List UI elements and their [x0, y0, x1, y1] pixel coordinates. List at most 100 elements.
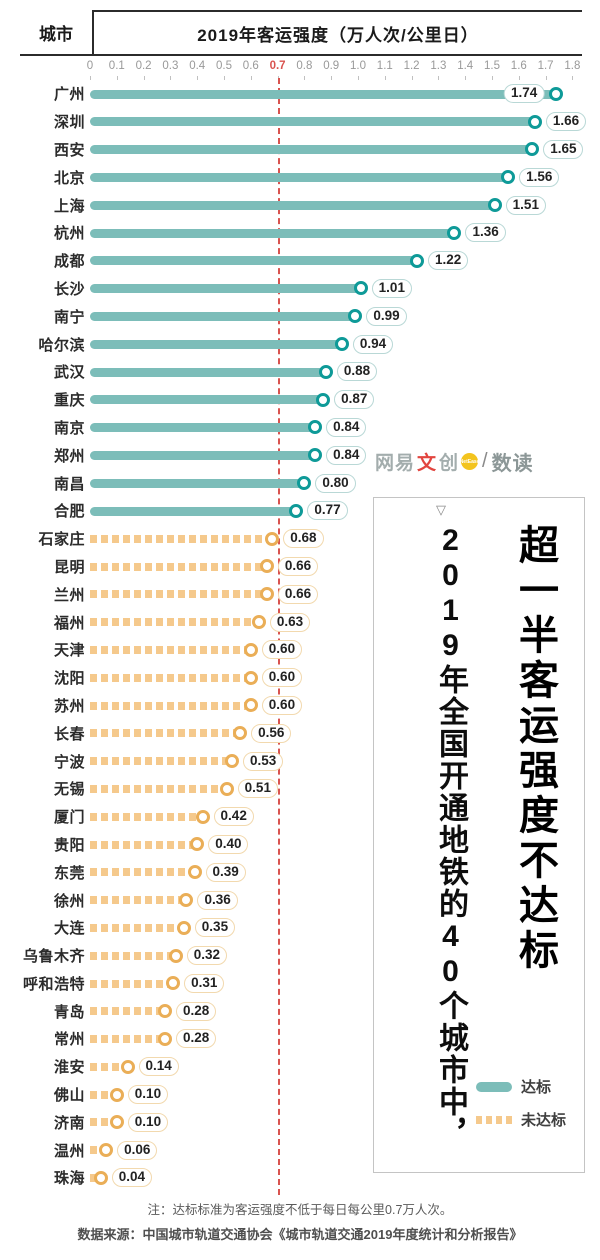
- city-label: 南京: [53, 419, 85, 437]
- watermark-brand-suffix: 创: [439, 453, 460, 474]
- bar-end-ring-icon: [109, 1115, 124, 1130]
- value-badge: 0.80: [315, 473, 356, 493]
- value-badge: 0.60: [261, 695, 303, 715]
- bar-end-ring-icon: [251, 615, 266, 630]
- city-row: 无锡 0.51: [0, 775, 600, 803]
- value-badge: 0.04: [111, 1168, 152, 1188]
- city-row: 上海 1.51: [0, 191, 600, 219]
- axis-tick-label: 1.1: [376, 60, 393, 72]
- city-row: 淮安 0.14: [0, 1053, 600, 1081]
- panel-headline: 超一半客运强度不达标: [513, 524, 557, 974]
- city-row: 西安 1.65: [0, 136, 600, 164]
- city-row: 深圳 1.66: [0, 108, 600, 136]
- bar-end-ring-icon: [99, 1143, 114, 1158]
- axis-tick-mark: [197, 76, 199, 80]
- city-label: 徐州: [53, 892, 85, 910]
- bar-end-ring-icon: [308, 420, 323, 435]
- value-badge: 0.60: [261, 640, 303, 660]
- axis-tick-label: 1.6: [510, 60, 527, 72]
- panel-subline: 2019年全国开通地铁的40个城市中，: [434, 524, 467, 1150]
- city-label: 成都: [53, 253, 85, 271]
- intensity-bar: [90, 1062, 128, 1071]
- intensity-bar: [90, 1118, 117, 1127]
- city-label: 福州: [53, 614, 85, 632]
- city-row: 东莞 0.39: [0, 858, 600, 886]
- city-label: 深圳: [53, 114, 85, 132]
- bar-end-ring-icon: [158, 1004, 173, 1019]
- value-badge: 0.99: [366, 306, 407, 326]
- city-row: 济南 0.10: [0, 1108, 600, 1136]
- axis-tick-mark: [304, 76, 306, 80]
- intensity-bar: [90, 117, 535, 127]
- intensity-bar: [90, 423, 316, 433]
- bar-end-ring-icon: [316, 392, 331, 407]
- bar-end-ring-icon: [259, 587, 274, 602]
- intensity-bar: [90, 1146, 107, 1155]
- value-badge: 1.36: [465, 223, 506, 243]
- city-label: 佛山: [53, 1087, 85, 1105]
- intensity-bar: [90, 145, 533, 155]
- axis-tick-mark: [492, 76, 493, 80]
- bar-end-ring-icon: [225, 754, 240, 769]
- value-badge: 0.94: [352, 334, 394, 354]
- value-badge: 1.01: [371, 278, 412, 298]
- city-row: 佛山 0.10: [0, 1081, 600, 1109]
- value-badge: 0.84: [326, 445, 367, 465]
- intensity-bar: [90, 812, 203, 821]
- city-row: 徐州 0.36: [0, 886, 600, 914]
- bar-end-ring-icon: [243, 698, 258, 713]
- value-badge: 0.84: [326, 417, 367, 437]
- intensity-bar: [90, 562, 267, 571]
- chart-title: 2019年客运强度（万人次/公里日）: [92, 10, 582, 54]
- bar-end-ring-icon: [166, 976, 181, 991]
- city-row: 苏州 0.60: [0, 692, 600, 720]
- city-label: 上海: [53, 197, 85, 215]
- axis-tick-label: 1.0: [350, 60, 366, 72]
- legend-label-unmet: 未达标: [521, 1112, 567, 1129]
- bar-end-ring-icon: [219, 781, 234, 796]
- city-label: 济南: [53, 1114, 85, 1132]
- bar-end-ring-icon: [549, 86, 564, 101]
- city-label: 郑州: [53, 447, 85, 465]
- axis-tick-mark: [224, 76, 225, 80]
- intensity-bar: [90, 1007, 166, 1016]
- threshold-line: [277, 78, 280, 1195]
- intensity-bar: [90, 896, 187, 905]
- city-row: 长春 0.56: [0, 719, 600, 747]
- city-row: 南京 0.84: [0, 414, 600, 442]
- city-row: 北京 1.56: [0, 163, 600, 191]
- intensity-bar: [90, 367, 326, 377]
- value-badge: 0.39: [205, 862, 246, 882]
- chart-header: 城市 2019年客运强度（万人次/公里日）: [20, 10, 582, 56]
- watermark-product: 数读: [491, 453, 534, 475]
- intensity-bar: [90, 534, 273, 543]
- axis-tick-mark: [465, 76, 467, 80]
- value-badge: 0.51: [237, 779, 278, 799]
- intensity-bar: [90, 784, 227, 793]
- axis-tick-mark: [143, 76, 145, 80]
- value-badge: 0.10: [127, 1085, 169, 1105]
- value-badge: 0.35: [194, 918, 236, 938]
- city-row: 沈阳 0.60: [0, 664, 600, 692]
- footnote: 注：达标标准为客运强度不低于每日每公里0.7万人次。: [147, 1203, 453, 1217]
- watermark-brand-prefix: 网易: [375, 453, 416, 474]
- axis-tick-mark: [411, 76, 413, 80]
- bar-end-ring-icon: [259, 559, 274, 574]
- axis-tick-label: 0.8: [296, 60, 313, 72]
- city-row: 昆明 0.66: [0, 553, 600, 581]
- annotation-panel: ▽ 超一半客运强度不达标 2019年全国开通地铁的40个城市中， 达标 未达标: [373, 497, 585, 1173]
- axis-tick-label: 0.2: [135, 60, 152, 72]
- intensity-bar: [90, 284, 361, 294]
- city-label: 合肥: [53, 503, 85, 521]
- bar-end-ring-icon: [348, 309, 363, 324]
- city-label: 重庆: [53, 392, 85, 410]
- city-row: 广州 1.74: [0, 80, 600, 108]
- bar-end-ring-icon: [168, 948, 183, 963]
- value-badge: 0.53: [243, 751, 284, 771]
- intensity-bar: [90, 868, 195, 877]
- intensity-bar: [90, 701, 251, 710]
- city-label: 武汉: [53, 364, 85, 382]
- bar-end-ring-icon: [93, 1170, 108, 1185]
- value-badge: 0.28: [176, 1001, 217, 1021]
